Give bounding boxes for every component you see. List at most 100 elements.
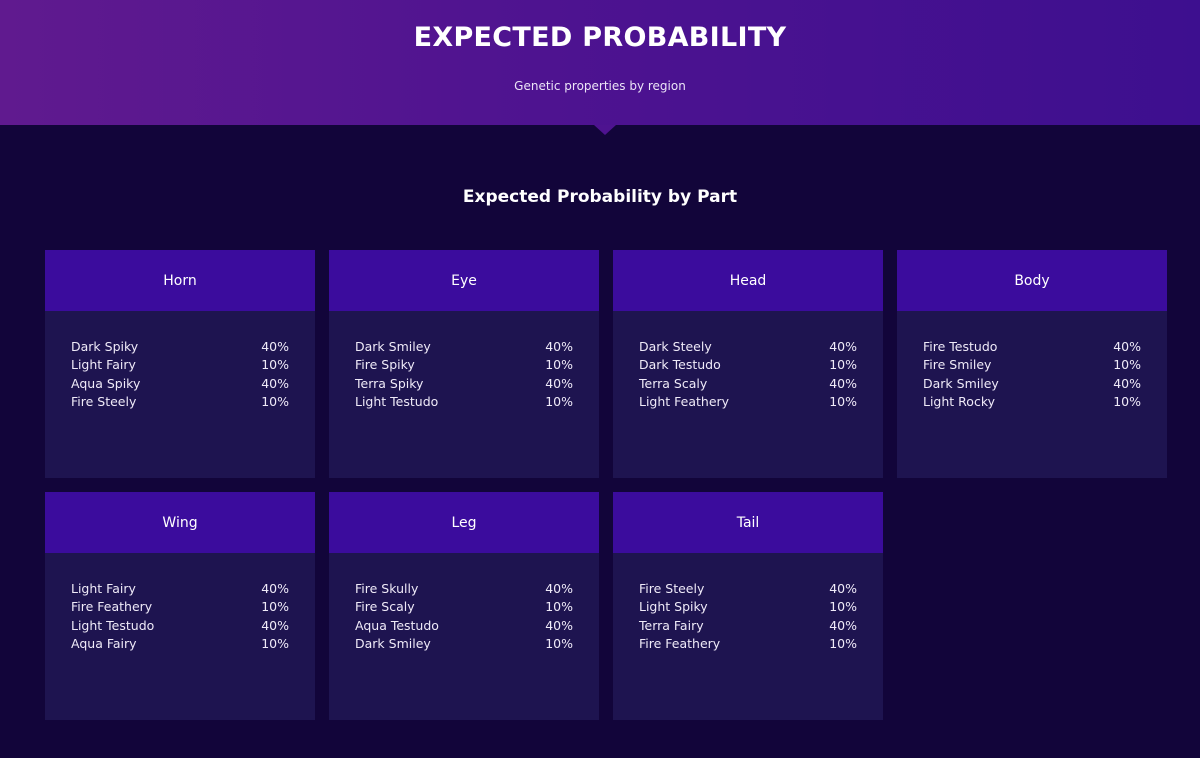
gene-percent: 10% [829,357,857,373]
gene-label: Light Spiky [639,599,708,615]
gene-label: Terra Scaly [639,375,708,391]
gene-percent: 40% [545,617,573,633]
gene-percent: 10% [829,394,857,410]
probability-row: Fire Feathery 10% [71,598,289,616]
gene-label: Light Feathery [639,394,730,410]
gene-percent: 10% [545,636,573,652]
gene-percent: 40% [261,339,289,354]
probability-row: Dark Steely 40% [639,338,857,356]
gene-label: Light Fairy [71,581,136,596]
gene-label: Dark Steely [639,339,712,354]
probability-row: Terra Spiky 40% [355,375,573,393]
gene-percent: 40% [829,375,857,391]
gene-label: Fire Smiley [923,357,992,373]
card-title: Tail [613,492,883,553]
gene-percent: 40% [829,617,857,633]
part-card-tail: Tail Fire Steely 40% Light Spiky 10% Terra… [613,492,883,720]
gene-percent: 10% [545,599,573,615]
parts-grid: Horn Dark Spiky 40% Light Fairy 10% Aqua S… [45,250,1170,720]
gene-label: Fire Skully [355,581,419,596]
part-card-head: Head Dark Steely 40% Dark Testudo 10% Terr… [613,250,883,478]
gene-label: Light Testudo [71,617,155,633]
probability-list: Dark Spiky 40% Light Fairy 10% Aqua Spiky 4… [45,311,315,412]
gene-label: Terra Fairy [639,617,704,633]
gene-label: Aqua Spiky [71,375,141,391]
gene-percent: 10% [261,599,289,615]
probability-row: Aqua Testudo 40% [355,617,573,635]
probability-row: Dark Testudo 10% [639,356,857,374]
gene-label: Dark Testudo [639,357,721,373]
probability-row: Terra Scaly 40% [639,375,857,393]
probability-row: Aqua Fairy 10% [71,635,289,653]
probability-list: Dark Smiley 40% Fire Spiky 10% Terra Spiky… [329,311,599,412]
gene-label: Terra Spiky [355,375,424,391]
card-title: Body [897,250,1167,311]
probability-row: Aqua Spiky 40% [71,375,289,393]
probability-row: Dark Spiky 40% [71,338,289,356]
gene-percent: 40% [545,581,573,596]
probability-list: Fire Steely 40% Light Spiky 10% Terra Fair… [613,553,883,654]
probability-row: Fire Testudo 40% [923,338,1141,356]
gene-percent: 10% [1113,394,1141,410]
gene-percent: 10% [261,394,289,410]
part-card-horn: Horn Dark Spiky 40% Light Fairy 10% Aqua S… [45,250,315,478]
probability-row: Light Feathery 10% [639,393,857,411]
probability-row: Light Testudo 40% [71,617,289,635]
gene-percent: 10% [545,394,573,410]
gene-percent: 10% [545,357,573,373]
gene-percent: 40% [261,375,289,391]
page-subtitle: Genetic properties by region [514,79,686,93]
gene-label: Light Fairy [71,357,136,373]
gene-label: Fire Feathery [71,599,153,615]
gene-percent: 40% [261,581,289,596]
probability-row: Light Testudo 10% [355,393,573,411]
banner-pointer [594,125,616,135]
gene-percent: 10% [1113,357,1141,373]
probability-list: Light Fairy 40% Fire Feathery 10% Light Te… [45,553,315,654]
probability-row: Light Spiky 10% [639,598,857,616]
probability-row: Terra Fairy 40% [639,617,857,635]
card-title: Leg [329,492,599,553]
gene-label: Fire Spiky [355,357,415,373]
gene-label: Fire Feathery [639,636,721,652]
gene-label: Fire Scaly [355,599,415,615]
probability-row: Light Fairy 40% [71,580,289,598]
gene-percent: 40% [545,339,573,354]
probability-list: Fire Testudo 40% Fire Smiley 10% Dark Smil… [897,311,1167,412]
gene-label: Fire Steely [71,394,137,410]
hero-banner: EXPECTED PROBABILITY Genetic properties … [0,0,1200,125]
gene-percent: 10% [261,636,289,652]
part-card-leg: Leg Fire Skully 40% Fire Scaly 10% Aqua Te… [329,492,599,720]
gene-percent: 40% [261,617,289,633]
probability-row: Dark Smiley 40% [923,375,1141,393]
gene-label: Dark Smiley [355,339,431,354]
probability-list: Fire Skully 40% Fire Scaly 10% Aqua Testud… [329,553,599,654]
gene-percent: 10% [829,636,857,652]
card-title: Eye [329,250,599,311]
probability-row: Light Rocky 10% [923,393,1141,411]
probability-row: Fire Feathery 10% [639,635,857,653]
part-card-wing: Wing Light Fairy 40% Fire Feathery 10% Lig… [45,492,315,720]
gene-label: Aqua Testudo [355,617,439,633]
probability-row: Light Fairy 10% [71,356,289,374]
probability-row: Dark Smiley 40% [355,338,573,356]
gene-percent: 40% [829,581,857,596]
part-card-eye: Eye Dark Smiley 40% Fire Spiky 10% Terra S… [329,250,599,478]
probability-row: Fire Steely 10% [71,393,289,411]
gene-percent: 40% [1113,375,1141,391]
card-title: Wing [45,492,315,553]
probability-row: Fire Smiley 10% [923,356,1141,374]
card-title: Horn [45,250,315,311]
probability-row: Fire Spiky 10% [355,356,573,374]
probability-row: Dark Smiley 10% [355,635,573,653]
section-title: Expected Probability by Part [462,187,738,207]
gene-percent: 40% [829,339,857,354]
probability-row: Fire Steely 40% [639,580,857,598]
gene-label: Light Rocky [923,394,996,410]
gene-label: Dark Smiley [355,636,431,652]
gene-percent: 40% [1113,339,1141,354]
gene-label: Fire Steely [639,581,705,596]
gene-label: Aqua Fairy [71,636,137,652]
probability-row: Fire Scaly 10% [355,598,573,616]
page-title: EXPECTED PROBABILITY [413,22,787,53]
